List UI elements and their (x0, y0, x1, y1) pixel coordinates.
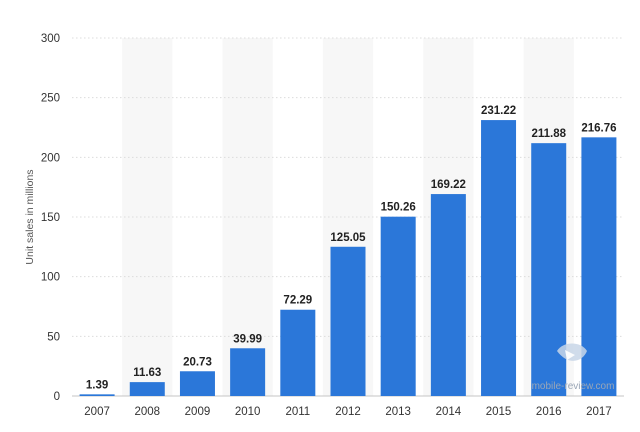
bar-2015 (481, 120, 517, 397)
y-tick-label: 100 (41, 272, 60, 284)
data-label-2011: 72.29 (283, 295, 312, 307)
bar-2012 (330, 246, 366, 396)
bar-2009 (179, 371, 215, 396)
data-label-2013: 150.26 (381, 202, 416, 214)
x-tick-label-2013: 2013 (385, 406, 411, 418)
watermark-logo-icon (557, 343, 587, 361)
y-tick-label: 250 (41, 93, 60, 105)
data-label-2015: 231.22 (481, 105, 516, 117)
watermark-text: mobile-review.com (532, 381, 615, 392)
x-axis-ticks: 2007 2008 2009 2010 2011 2012 2013 2014 2015 2016… (84, 406, 611, 418)
bar-2017 (581, 137, 617, 396)
data-label-2008: 11.63 (133, 367, 161, 379)
bar-2007 (79, 394, 115, 396)
bars (79, 120, 617, 397)
y-tick-label: 200 (41, 152, 60, 164)
data-label-2010: 39.99 (233, 333, 262, 345)
bar-2010 (230, 348, 266, 396)
x-tick-label-2012: 2012 (335, 406, 361, 418)
y-tick-label: 300 (41, 33, 60, 45)
data-label-2012: 125.05 (330, 232, 366, 244)
x-tick-label-2009: 2009 (185, 406, 211, 418)
y-tick-label: 50 (47, 331, 60, 343)
x-tick-label-2011: 2011 (285, 406, 310, 418)
x-tick-label-2010: 2010 (235, 406, 261, 418)
bar-2014 (430, 194, 466, 396)
bar-2008 (129, 382, 165, 396)
x-tick-label-2017: 2017 (586, 406, 612, 418)
x-tick-label-2007: 2007 (84, 406, 110, 418)
x-tick-label-2015: 2015 (486, 406, 512, 418)
x-tick-label-2014: 2014 (436, 406, 462, 418)
watermark: mobile-review.com (532, 343, 615, 392)
y-axis-ticks: 0 50 100 150 200 250 300 (41, 33, 60, 403)
y-tick-label: 150 (41, 212, 60, 224)
bar-2013 (380, 216, 416, 396)
bar-2011 (280, 309, 316, 396)
y-axis-label: Unit sales in millions (24, 169, 36, 264)
bar-2016 (531, 143, 567, 396)
data-label-2016: 211.88 (531, 128, 566, 140)
data-label-2014: 169.22 (431, 179, 466, 191)
x-tick-label-2016: 2016 (536, 406, 562, 418)
y-tick-label: 0 (54, 391, 60, 403)
x-tick-label-2008: 2008 (134, 406, 160, 418)
data-label-2007: 1.39 (86, 379, 108, 391)
data-labels: 1.39 11.63 20.73 39.99 72.29 125.05 150.26 169.… (86, 105, 617, 391)
data-label-2017: 216.76 (581, 122, 616, 134)
data-label-2009: 20.73 (183, 356, 212, 368)
